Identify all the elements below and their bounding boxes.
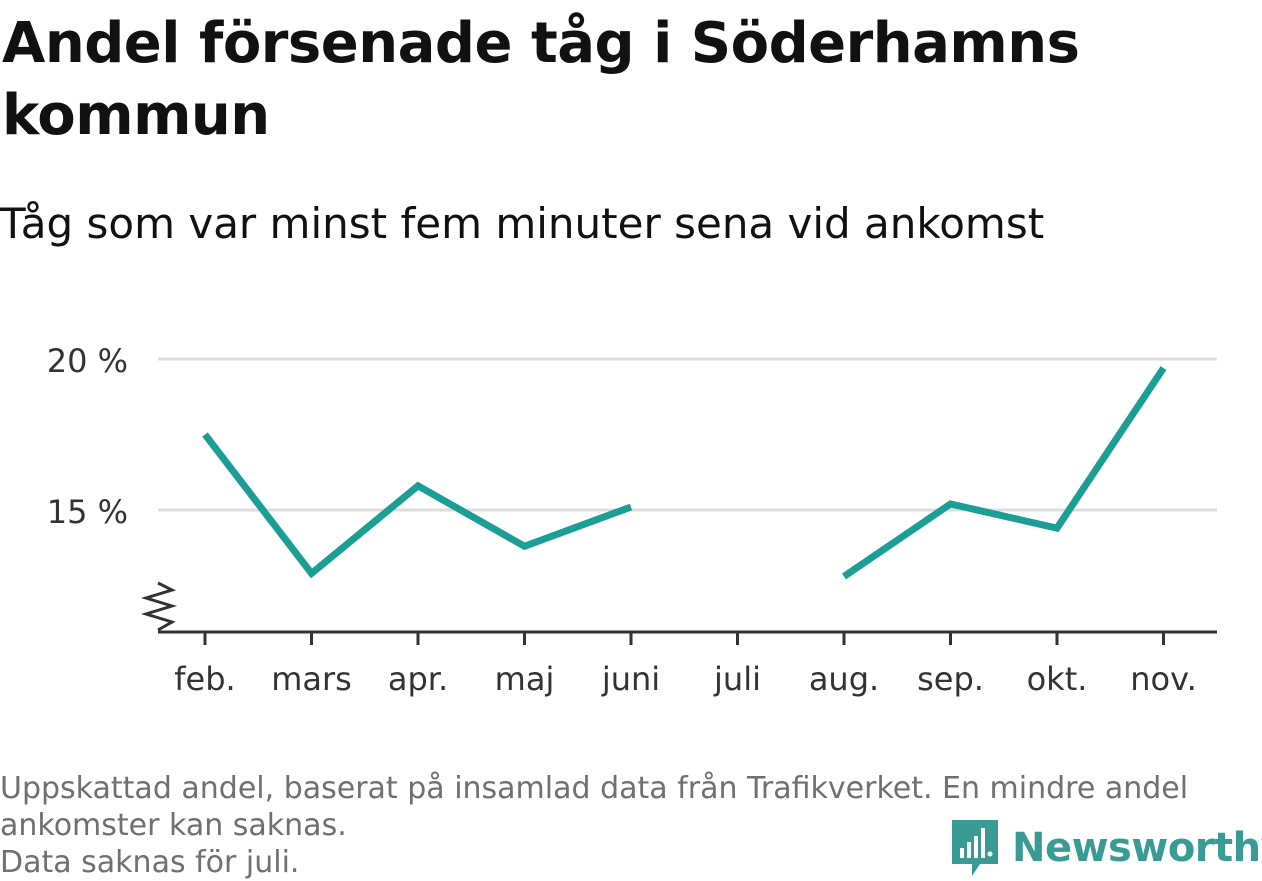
footnote: Uppskattad andel, baserat på insamlad da… [0, 770, 1250, 881]
chart-title: Andel försenade tåg i Söderhamns kommun [2, 11, 1080, 148]
footnote-line-2: ankomster kan saknas. [0, 808, 347, 843]
x-tick-label: apr. [388, 660, 448, 698]
x-tick-label: okt. [1027, 660, 1088, 698]
x-tick-label: feb. [174, 660, 235, 698]
line-chart: 15 % 20 % feb. mars apr. maj juni juli aug. sep. o… [47, 342, 1217, 698]
axis-break-marker [140, 581, 178, 632]
footnote-line-3: Data saknas för juli. [0, 845, 300, 880]
x-tick-label: aug. [809, 660, 879, 698]
footnote-line-1: Uppskattad andel, baserat på insamlad da… [0, 771, 1189, 806]
x-tick-label: maj [495, 660, 555, 698]
x-tick-label: sep. [917, 660, 984, 698]
x-tick-label: nov. [1130, 660, 1196, 698]
x-tick-label: mars [271, 660, 352, 698]
y-tick-label: 15 % [47, 493, 128, 531]
x-tick-label: juni [601, 660, 660, 698]
series-line [842, 366, 1167, 580]
x-tick-label: juli [713, 660, 761, 698]
brand-logo: Newsworthy [950, 818, 1262, 878]
chart-subtitle: Tåg som var minst fem minuter sena vid a… [0, 199, 1045, 248]
series-line [202, 432, 633, 579]
y-tick-label: 20 % [47, 342, 128, 380]
newsworthy-logo-icon [952, 820, 998, 876]
brand-name: Newsworthy [1012, 825, 1262, 871]
